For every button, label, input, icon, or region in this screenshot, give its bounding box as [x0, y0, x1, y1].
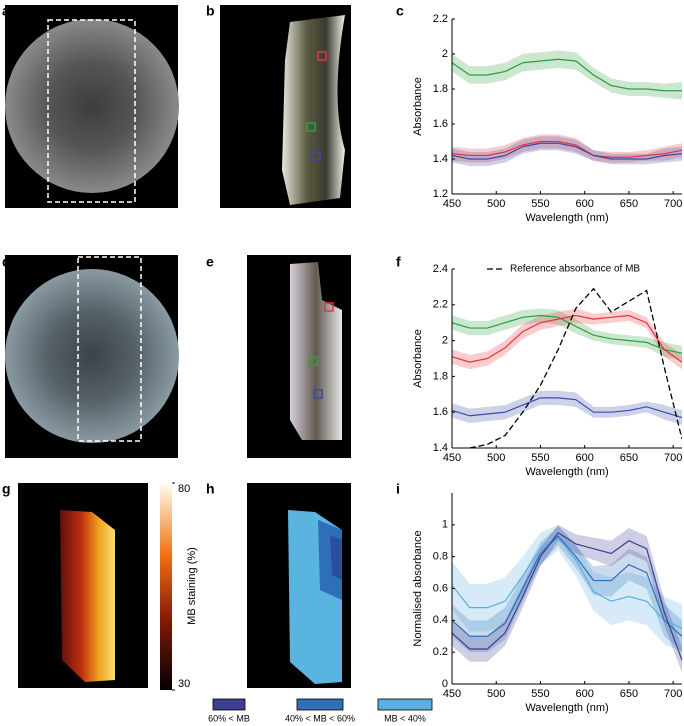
x-axis-label: Wavelength (nm) — [525, 212, 608, 224]
series-line — [452, 536, 682, 629]
colorbar-tick-label: 30 — [178, 678, 190, 690]
y-tick-label: 2 — [442, 48, 448, 60]
error-band — [452, 526, 682, 653]
legend-swatch — [212, 698, 246, 711]
x-tick-label: 600 — [576, 688, 594, 700]
series-line — [452, 142, 682, 160]
x-tick-label: 550 — [531, 452, 549, 464]
y-axis-label: Normalised absorbance — [412, 530, 424, 646]
error-band — [452, 50, 682, 100]
image-h — [247, 483, 351, 688]
x-tick-label: 550 — [531, 198, 549, 210]
x-tick-label: 450 — [443, 688, 461, 700]
series-line — [452, 314, 682, 363]
x-tick-label: 500 — [487, 198, 505, 210]
y-tick-label: 0.2 — [433, 646, 448, 658]
series-line — [452, 58, 682, 92]
legend-swatch — [377, 698, 433, 711]
y-tick-label: 1.6 — [433, 118, 448, 130]
panel-label: e — [206, 254, 214, 270]
y-tick-label: 0.8 — [433, 551, 448, 563]
panel-label: i — [396, 481, 400, 497]
x-axis-label: Wavelength (nm) — [525, 702, 608, 714]
y-tick-label: 0.4 — [433, 614, 448, 626]
x-tick-label: 600 — [576, 452, 594, 464]
y-tick-label: 1.8 — [433, 370, 448, 382]
y-tick-label: 1.4 — [433, 153, 448, 165]
series-line — [452, 140, 682, 158]
panel-label: a — [2, 3, 10, 19]
series-line — [469, 287, 682, 448]
image-g — [18, 483, 172, 690]
y-tick-label: 1.8 — [433, 83, 448, 95]
panel-label: d — [2, 254, 11, 270]
y-tick-label: 1.2 — [433, 188, 448, 200]
image-b — [220, 5, 351, 208]
series-line — [452, 314, 682, 354]
x-axis-label: Wavelength (nm) — [525, 466, 608, 478]
y-tick-label: 1 — [442, 519, 448, 531]
x-tick-label: 700 — [664, 452, 682, 464]
series-line — [452, 397, 682, 419]
y-tick-label: 2.4 — [433, 263, 448, 275]
series-line — [452, 531, 682, 661]
colorbar-label: MB staining (%) — [186, 547, 198, 625]
x-tick-label: 500 — [487, 452, 505, 464]
series-line — [452, 535, 682, 637]
x-tick-label: 450 — [443, 452, 461, 464]
y-tick-label: 0 — [442, 678, 448, 690]
error-band — [452, 524, 682, 653]
image-d — [5, 255, 179, 458]
y-tick-label: 2.2 — [433, 13, 448, 25]
x-tick-label: 550 — [531, 688, 549, 700]
y-tick-label: 2 — [442, 335, 448, 347]
y-tick-label: 1.4 — [433, 442, 448, 454]
colorbar-tick-label: 80 — [178, 483, 190, 495]
error-band — [452, 134, 682, 163]
panel-label: b — [206, 3, 215, 19]
x-tick-label: 500 — [487, 688, 505, 700]
error-band — [452, 308, 682, 370]
y-axis-label: Absorbance — [412, 329, 424, 388]
error-band — [452, 390, 682, 425]
x-tick-label: 700 — [664, 688, 682, 700]
legend-label: 60% < MB — [208, 713, 250, 723]
legend-label: 40% < MB < 60% — [285, 713, 355, 723]
x-tick-label: 600 — [576, 198, 594, 210]
panel-label: h — [206, 481, 215, 497]
image-e — [247, 255, 351, 458]
legend-label: MB < 40% — [384, 713, 426, 723]
y-axis-label: Absorbance — [412, 77, 424, 136]
legend-label: Reference absorbance of MB — [510, 264, 640, 275]
legend-swatch — [296, 698, 344, 711]
error-band — [452, 524, 682, 673]
y-tick-label: 1.6 — [433, 406, 448, 418]
x-tick-label: 650 — [620, 198, 638, 210]
image-a — [5, 5, 179, 208]
x-tick-label: 650 — [620, 688, 638, 700]
panel-label: f — [396, 254, 401, 270]
y-tick-label: 0.6 — [433, 582, 448, 594]
panel-label: c — [396, 3, 404, 19]
panel-label: g — [2, 481, 11, 497]
x-tick-label: 450 — [443, 198, 461, 210]
x-tick-label: 650 — [620, 452, 638, 464]
y-tick-label: 2.2 — [433, 299, 448, 311]
x-tick-label: 700 — [664, 198, 682, 210]
